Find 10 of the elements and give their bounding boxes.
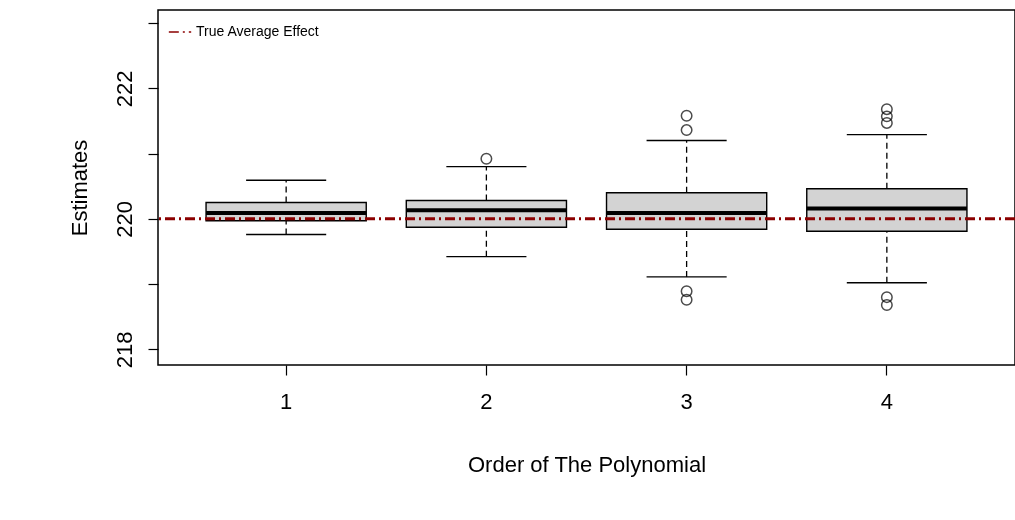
legend-label: True Average Effect xyxy=(196,23,319,39)
y-tick-label: 222 xyxy=(111,70,137,108)
y-tick-label: 220 xyxy=(111,200,137,238)
y-axis-title: Estimates xyxy=(66,139,92,237)
x-tick-label: 1 xyxy=(280,388,293,414)
x-axis-title: Order of The Polynomial xyxy=(467,451,707,477)
x-tick-label: 3 xyxy=(680,388,693,414)
x-tick-label: 4 xyxy=(880,388,893,414)
x-tick-label: 2 xyxy=(480,388,493,414)
y-tick-label: 218 xyxy=(111,331,137,369)
